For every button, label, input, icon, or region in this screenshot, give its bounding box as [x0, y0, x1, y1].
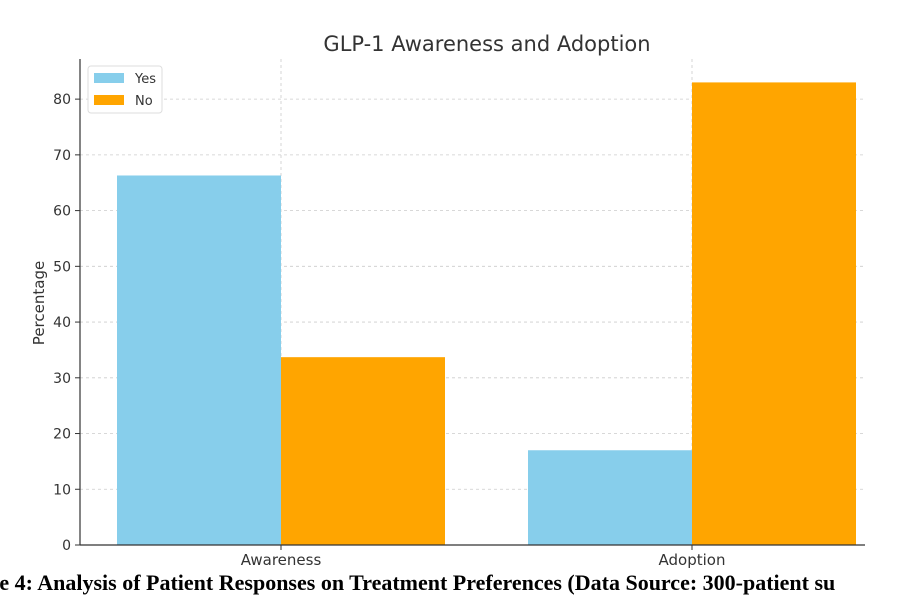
legend-swatch-no	[94, 95, 124, 105]
y-tick-label: 70	[53, 148, 71, 164]
chart-svg: 0 10 20 30 40 50 60 70 80 Awareness Adoption GLP-1…	[30, 32, 865, 569]
legend-label-no: No	[135, 94, 153, 109]
bar-no-adoption	[692, 82, 856, 545]
x-tick-label: Adoption	[659, 551, 726, 569]
y-tick-label: 0	[62, 538, 71, 554]
legend: Yes No	[87, 65, 163, 114]
y-axis-label: Percentage	[30, 261, 48, 345]
chart-title: GLP-1 Awareness and Adoption	[323, 32, 650, 56]
bar-yes-awareness	[117, 175, 281, 545]
figure-caption: re 4: Analysis of Patient Responses on T…	[0, 570, 836, 595]
y-tick-label: 10	[53, 482, 71, 498]
y-tick-label: 40	[53, 315, 71, 331]
legend-label-yes: Yes	[134, 72, 156, 87]
bars	[117, 82, 856, 545]
bar-no-awareness	[281, 357, 445, 545]
bar-yes-adoption	[528, 450, 692, 545]
y-tick-label: 60	[53, 204, 71, 220]
y-tick-label: 20	[53, 427, 71, 443]
x-tick-label: Awareness	[241, 551, 322, 569]
legend-swatch-yes	[94, 73, 124, 83]
y-tick-label: 30	[53, 371, 71, 387]
y-tick-label: 80	[53, 92, 71, 108]
axes	[79, 59, 865, 546]
ticks: 0 10 20 30 40 50 60 70 80 Awareness Adoption	[53, 92, 725, 569]
y-tick-label: 50	[53, 259, 71, 275]
